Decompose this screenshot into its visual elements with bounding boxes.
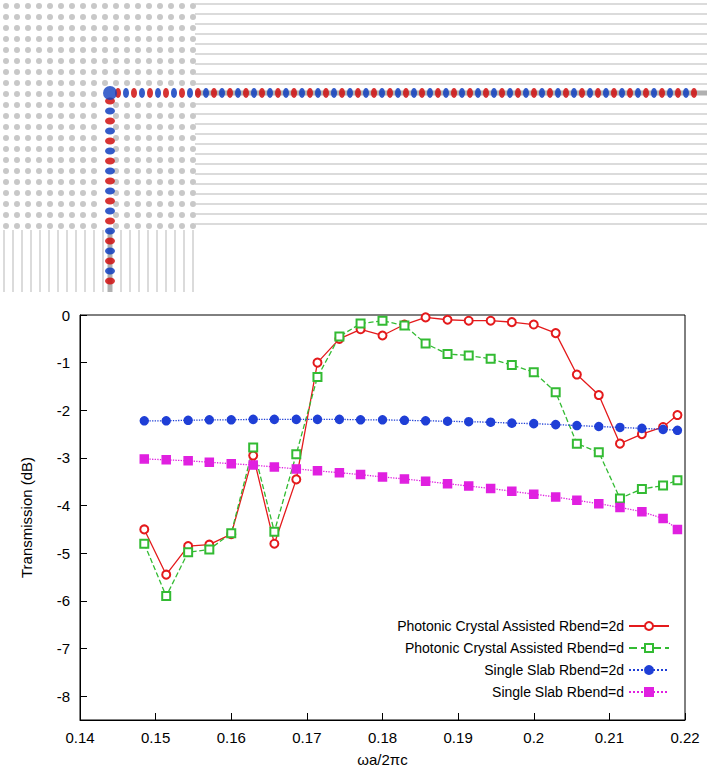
svg-text:ωa/2πc: ωa/2πc [357,751,408,768]
svg-text:0.15: 0.15 [141,729,170,746]
svg-text:0.2: 0.2 [523,729,544,746]
svg-text:Single Slab Rbend=d: Single Slab Rbend=d [492,684,624,700]
svg-text:-6: -6 [57,592,70,609]
svg-text:-1: -1 [57,354,70,371]
svg-text:0.22: 0.22 [670,729,699,746]
svg-text:-5: -5 [57,545,70,562]
svg-text:Photonic Crystal Assisted Rben: Photonic Crystal Assisted Rbend=2d [397,618,624,634]
svg-text:-2: -2 [57,402,70,419]
svg-text:-8: -8 [57,688,70,705]
svg-text:Transmission (dB): Transmission (dB) [18,457,35,578]
svg-text:Single Slab Rbend=2d: Single Slab Rbend=2d [484,662,624,678]
svg-text:0.19: 0.19 [444,729,473,746]
svg-text:0: 0 [62,307,70,324]
svg-text:0.18: 0.18 [368,729,397,746]
svg-text:-7: -7 [57,640,70,657]
svg-text:0.21: 0.21 [595,729,624,746]
svg-text:0.14: 0.14 [65,729,94,746]
svg-text:0.16: 0.16 [217,729,246,746]
svg-text:-3: -3 [57,449,70,466]
svg-text:0.17: 0.17 [292,729,321,746]
svg-text:Photonic Crystal Assisted Rben: Photonic Crystal Assisted Rbend=d [405,640,624,656]
svg-text:-4: -4 [57,497,70,514]
